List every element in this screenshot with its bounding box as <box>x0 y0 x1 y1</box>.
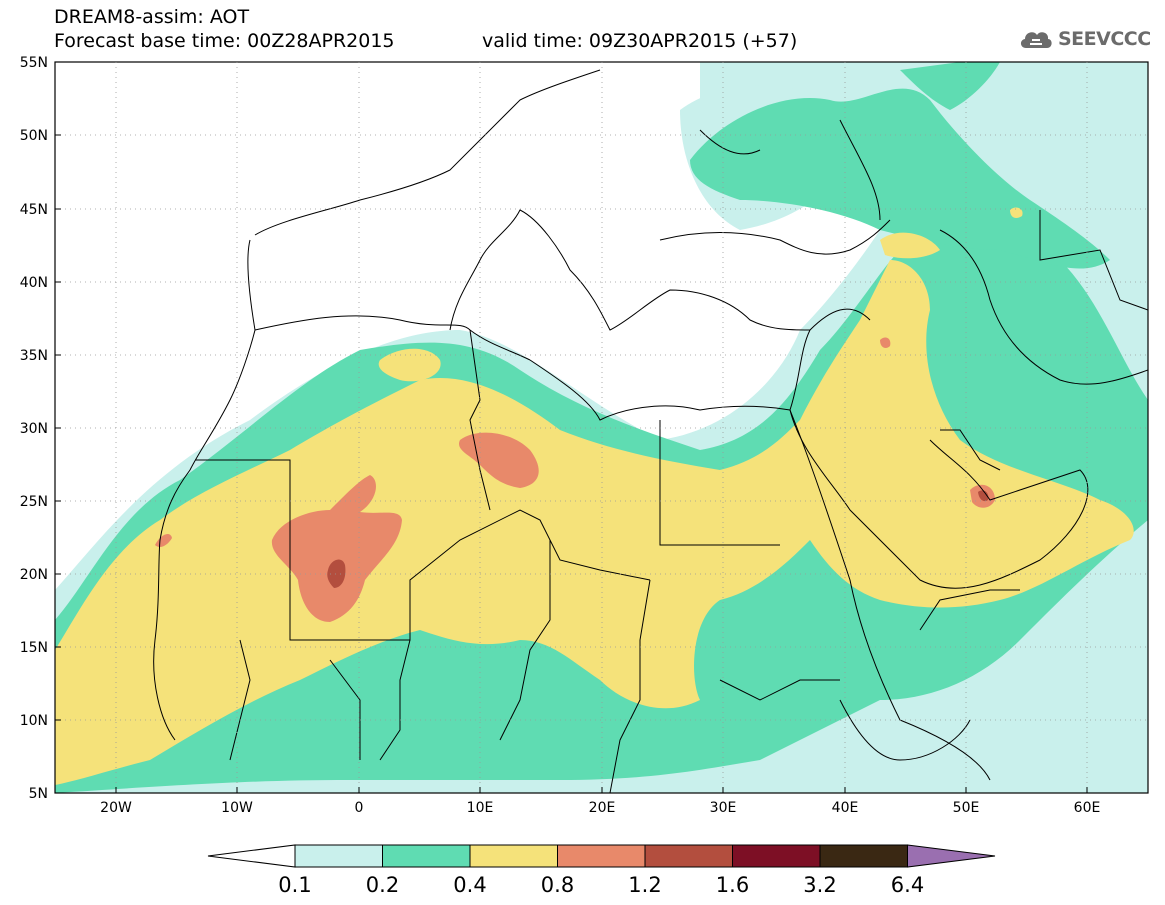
colorbar-segment <box>382 844 471 868</box>
colorbar-over-arrow <box>907 844 996 868</box>
lat-label: 50N <box>20 128 48 144</box>
colorbar-label: 0.2 <box>366 873 399 897</box>
tick-marks <box>55 61 1088 793</box>
colorbar-segment <box>644 844 733 868</box>
colorbar-segment <box>732 844 821 868</box>
lat-label: 20N <box>20 567 48 583</box>
colorbar-segment <box>557 844 646 868</box>
logo-text: SEEVCCC <box>1058 28 1151 50</box>
graticule <box>55 62 1148 793</box>
lat-label: 45N <box>20 202 48 218</box>
colorbar-label: 1.2 <box>628 873 661 897</box>
lat-label: 55N <box>20 55 48 71</box>
colorbar-under-arrow <box>207 844 296 868</box>
colorbar-segment <box>469 844 558 868</box>
lat-label: 25N <box>20 494 48 510</box>
lon-label: 10W <box>221 800 253 816</box>
lat-label: 10N <box>20 713 48 729</box>
aot-field <box>55 62 1148 793</box>
valid-time: valid time: 09Z30APR2015 (+57) <box>482 30 798 52</box>
colorbar-segment <box>294 844 383 868</box>
colorbar-label: 6.4 <box>891 873 924 897</box>
colorbar-label: 1.6 <box>716 873 749 897</box>
lat-label: 5N <box>29 786 48 802</box>
colorbar-segment <box>819 844 908 868</box>
lon-label: 20E <box>589 800 616 816</box>
cloud-logo-icon <box>1020 32 1052 48</box>
coastlines <box>153 69 1148 793</box>
latitude-labels: 55N 50N 45N 40N 35N 30N 25N 20N 15N 10N … <box>20 55 48 802</box>
seevccc-logo: SEEVCCC <box>1018 24 1151 54</box>
colorbar: 0.1 0.2 0.4 0.8 1.2 1.6 3.2 6.4 <box>207 844 996 897</box>
colorbar-label: 0.8 <box>541 873 574 897</box>
map-title: DREAM8-assim: AOT <box>54 6 250 28</box>
aot-level-0-4 <box>55 207 1134 785</box>
lon-label: 30E <box>710 800 737 816</box>
forecast-base-time: Forecast base time: 00Z28APR2015 <box>54 30 395 52</box>
lon-label: 40E <box>832 800 859 816</box>
longitude-labels: 20W 10W 0 10E 20E 30E 40E 50E 60E <box>100 800 1100 816</box>
colorbar-label: 0.1 <box>278 873 311 897</box>
colorbar-label: 3.2 <box>803 873 836 897</box>
lat-label: 15N <box>20 640 48 656</box>
lat-label: 30N <box>20 421 48 437</box>
lon-label: 60E <box>1074 800 1101 816</box>
lon-label: 10E <box>467 800 494 816</box>
lon-label: 0 <box>355 800 364 816</box>
lat-label: 40N <box>20 275 48 291</box>
colorbar-label: 0.4 <box>453 873 486 897</box>
lat-label: 35N <box>20 348 48 364</box>
aot-level-0-8 <box>155 337 995 622</box>
lon-label: 20W <box>100 800 132 816</box>
lon-label: 50E <box>953 800 980 816</box>
